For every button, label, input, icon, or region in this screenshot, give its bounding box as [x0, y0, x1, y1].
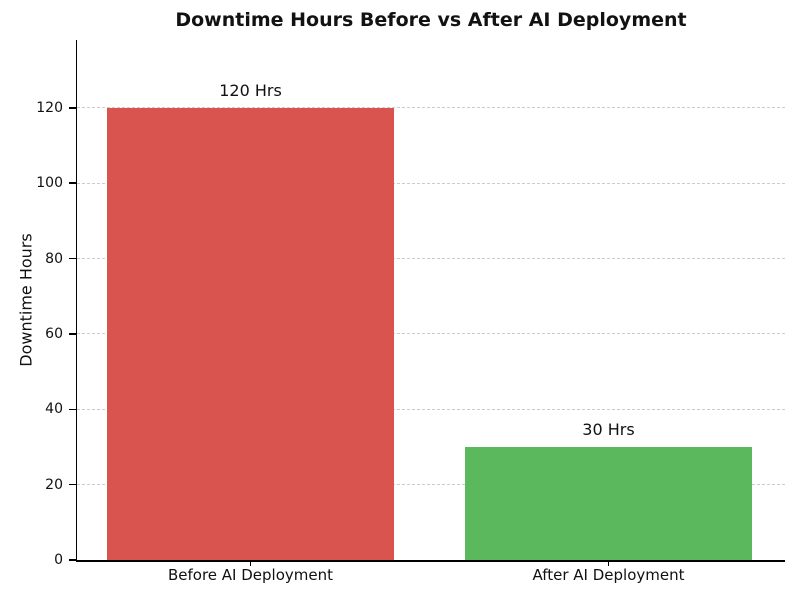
chart-title: Downtime Hours Before vs After AI Deploy… [175, 9, 687, 31]
y-tick-label: 40 [45, 401, 63, 418]
gridline [77, 107, 785, 109]
x-tick-label: Before AI Deployment [167, 566, 333, 584]
y-tick-label: 60 [45, 325, 63, 342]
bar-value-label: 120 Hrs [219, 80, 282, 100]
x-axis-tick [607, 560, 610, 566]
gridline [77, 182, 785, 184]
x-axis-tick [249, 560, 252, 566]
gridline [77, 484, 785, 486]
y-axis-tick [69, 107, 77, 109]
y-tick-label: 0 [54, 552, 63, 568]
y-axis-tick [69, 408, 77, 411]
gridline [77, 408, 785, 410]
x-tick-label: After AI Deployment [532, 566, 685, 584]
y-tick-label: 120 [36, 99, 63, 116]
bar-after-ai [465, 446, 752, 560]
bar-before-ai [107, 107, 394, 560]
y-axis-tick [69, 257, 77, 260]
x-axis-spine [75, 560, 785, 562]
y-tick-label: 20 [45, 476, 63, 493]
gridline [77, 333, 785, 335]
plot-area: 0 20 40 60 80 100 120 120 Hrs Before AI Deployme… [36, 40, 785, 584]
y-axis-tick [69, 559, 77, 561]
gridline [77, 258, 785, 260]
bar-value-label: 30 Hrs [582, 419, 635, 439]
y-axis-tick [69, 182, 77, 184]
y-axis-spine [75, 40, 77, 562]
y-tick-label: 80 [45, 250, 63, 267]
y-axis-tick [69, 483, 77, 486]
y-tick-label: 100 [36, 175, 63, 192]
y-axis-tick [69, 333, 77, 335]
